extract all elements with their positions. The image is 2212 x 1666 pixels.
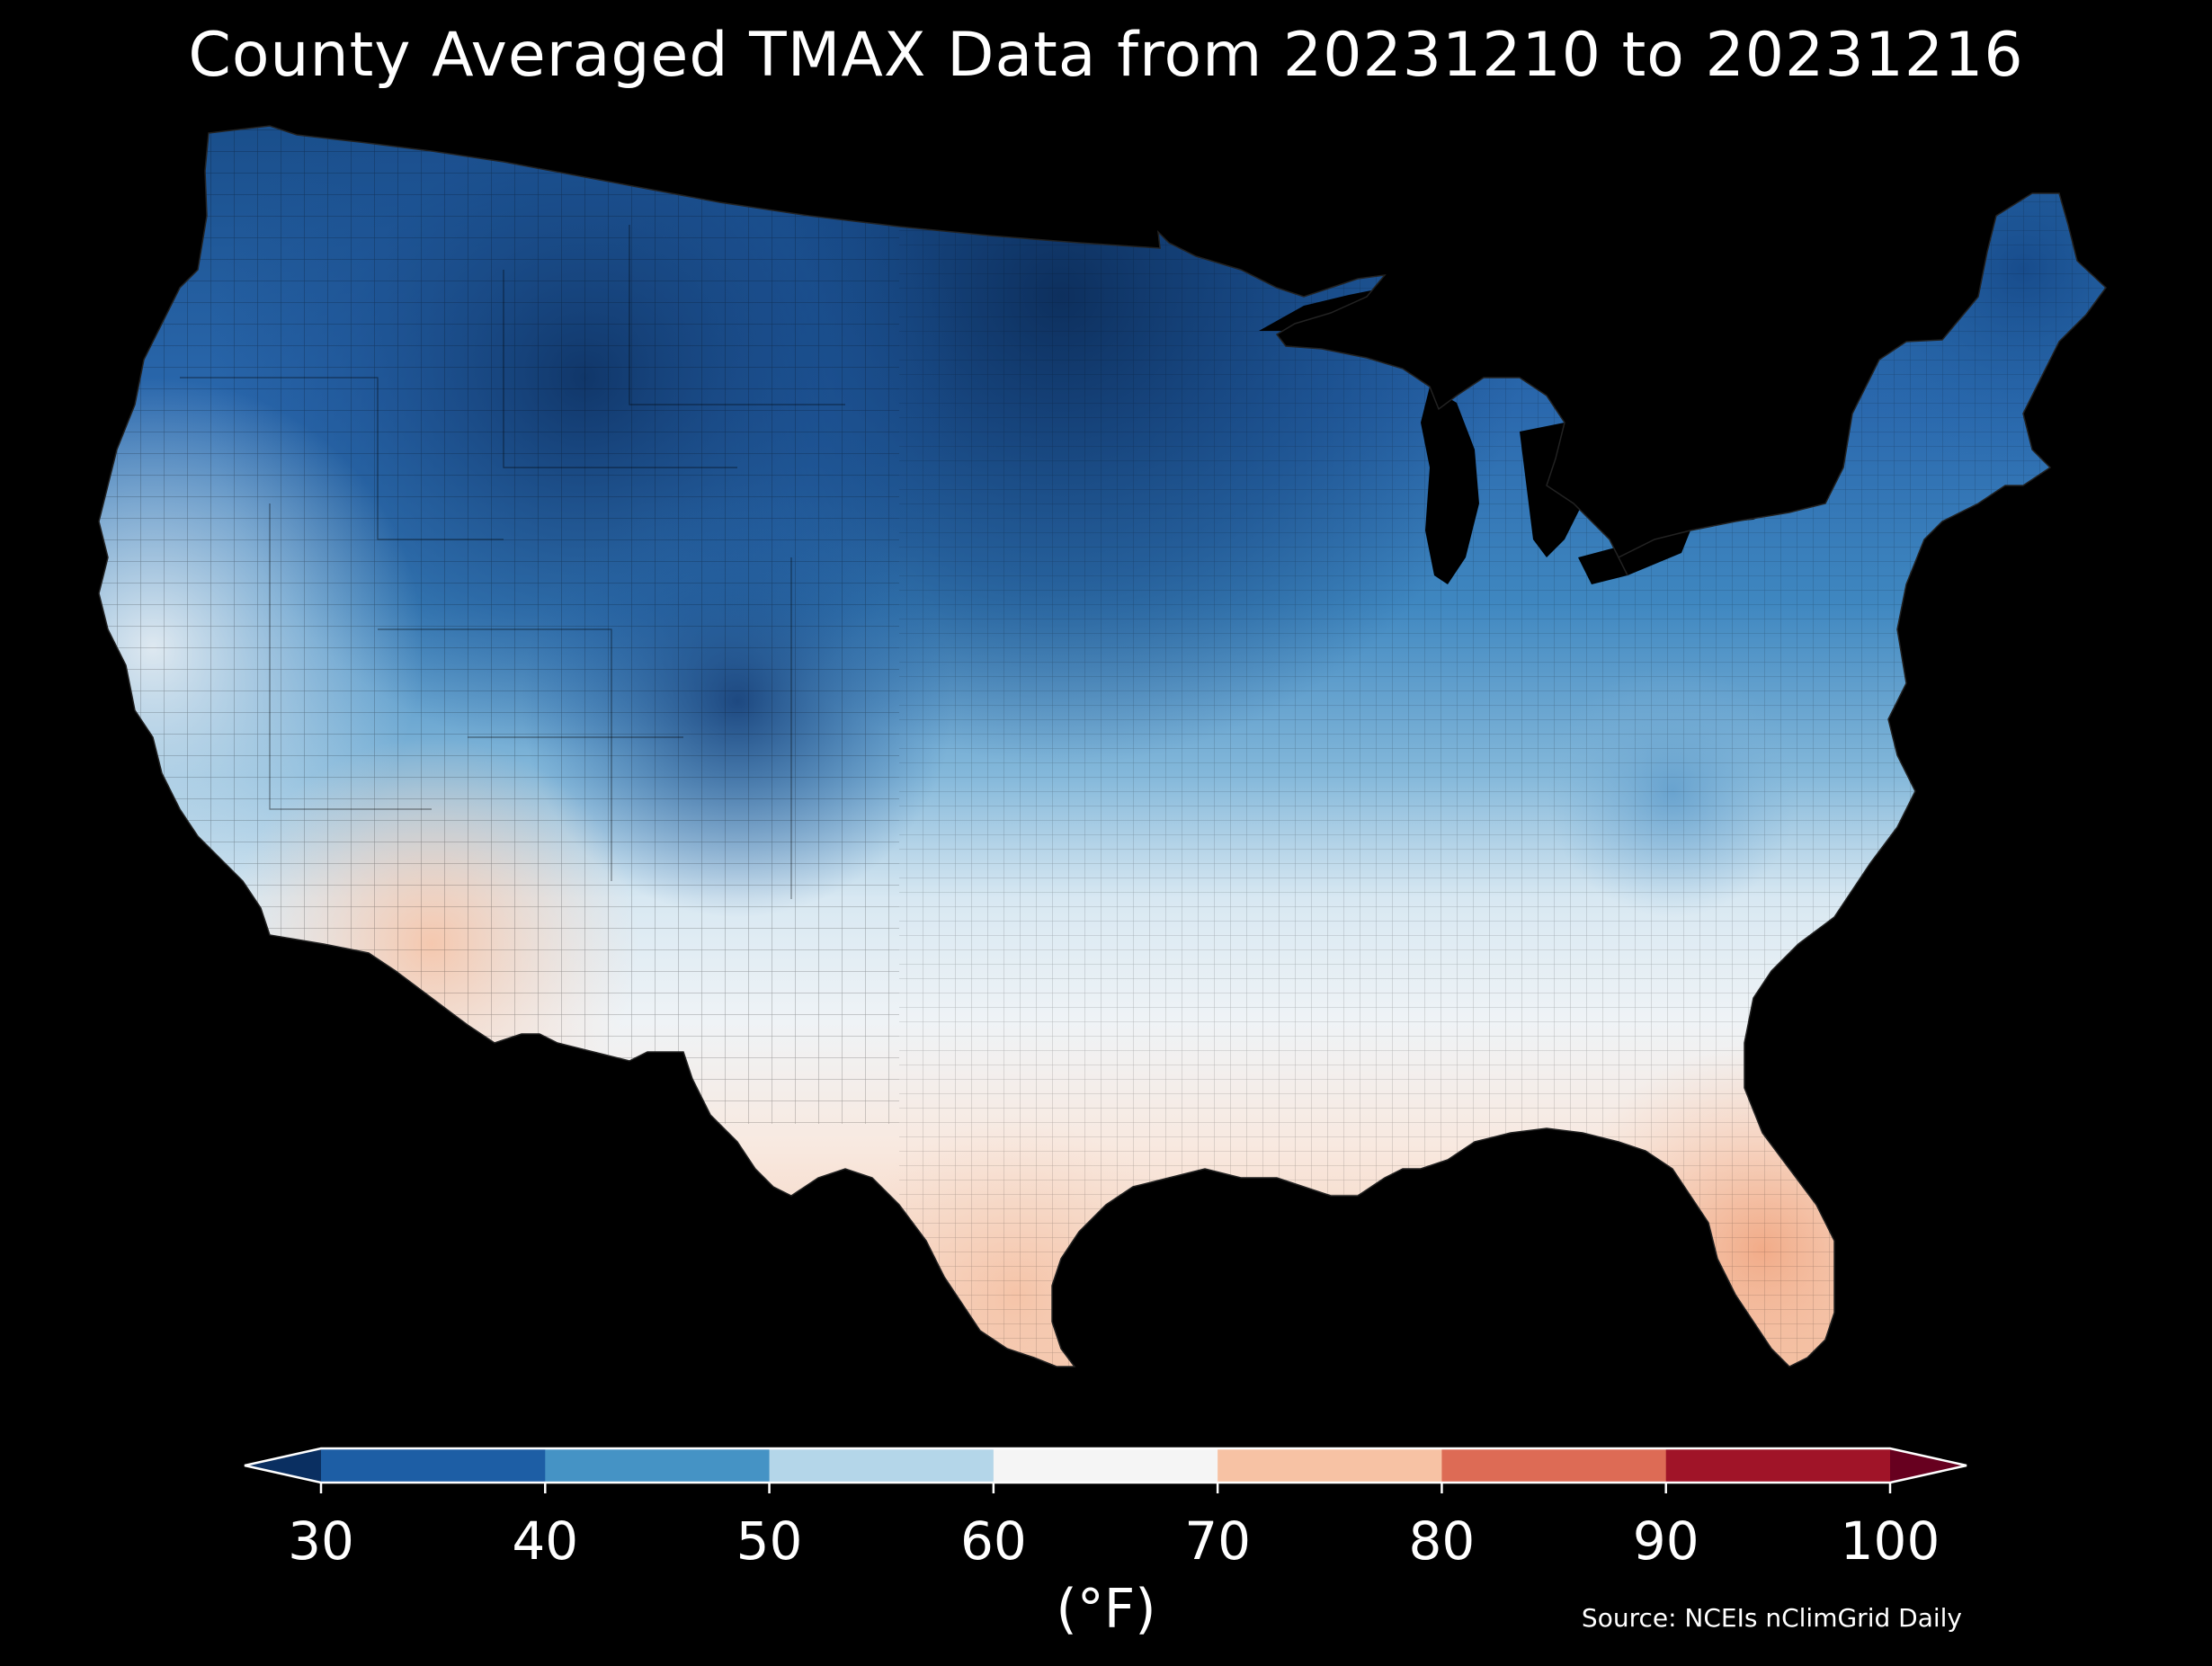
source-credit: Source: NCEIs nClimGrid Daily [1581, 1603, 1962, 1633]
colorbar-tick-label: 30 [288, 1510, 354, 1572]
us-county-map [98, 125, 2107, 1368]
colorbar-bin [321, 1448, 546, 1483]
colorbar-graphic [244, 1447, 1967, 1493]
colorbar-tick-label: 60 [959, 1510, 1027, 1572]
colorbar-extend-high [1890, 1448, 1967, 1483]
colorbar-bin [1441, 1448, 1667, 1483]
colorbar-bin [993, 1448, 1218, 1483]
colorbar-tick-label: 50 [736, 1510, 803, 1572]
great-lakes [1259, 290, 1789, 584]
map-title: County Averaged TMAX Data from 20231210 … [188, 20, 2024, 91]
colorbar-bin [1217, 1448, 1442, 1483]
colorbar-tick-label: 70 [1184, 1510, 1252, 1572]
map-area [98, 125, 2107, 1368]
tmax-field [99, 126, 2106, 1367]
colorbar-tick-label: 80 [1408, 1510, 1476, 1572]
colorbar-tick-label: 100 [1840, 1510, 1940, 1572]
colorbar-extend-low [245, 1448, 321, 1483]
colorbar-bin [769, 1448, 995, 1483]
colorbar-bin [1665, 1448, 1891, 1483]
colorbar-tick-label: 40 [512, 1510, 579, 1572]
colorbar [0, 1430, 2212, 1537]
colorbar-unit-label: (°F) [1056, 1578, 1156, 1641]
colorbar-tick-label: 90 [1632, 1510, 1699, 1572]
colorbar-bin [545, 1448, 771, 1483]
